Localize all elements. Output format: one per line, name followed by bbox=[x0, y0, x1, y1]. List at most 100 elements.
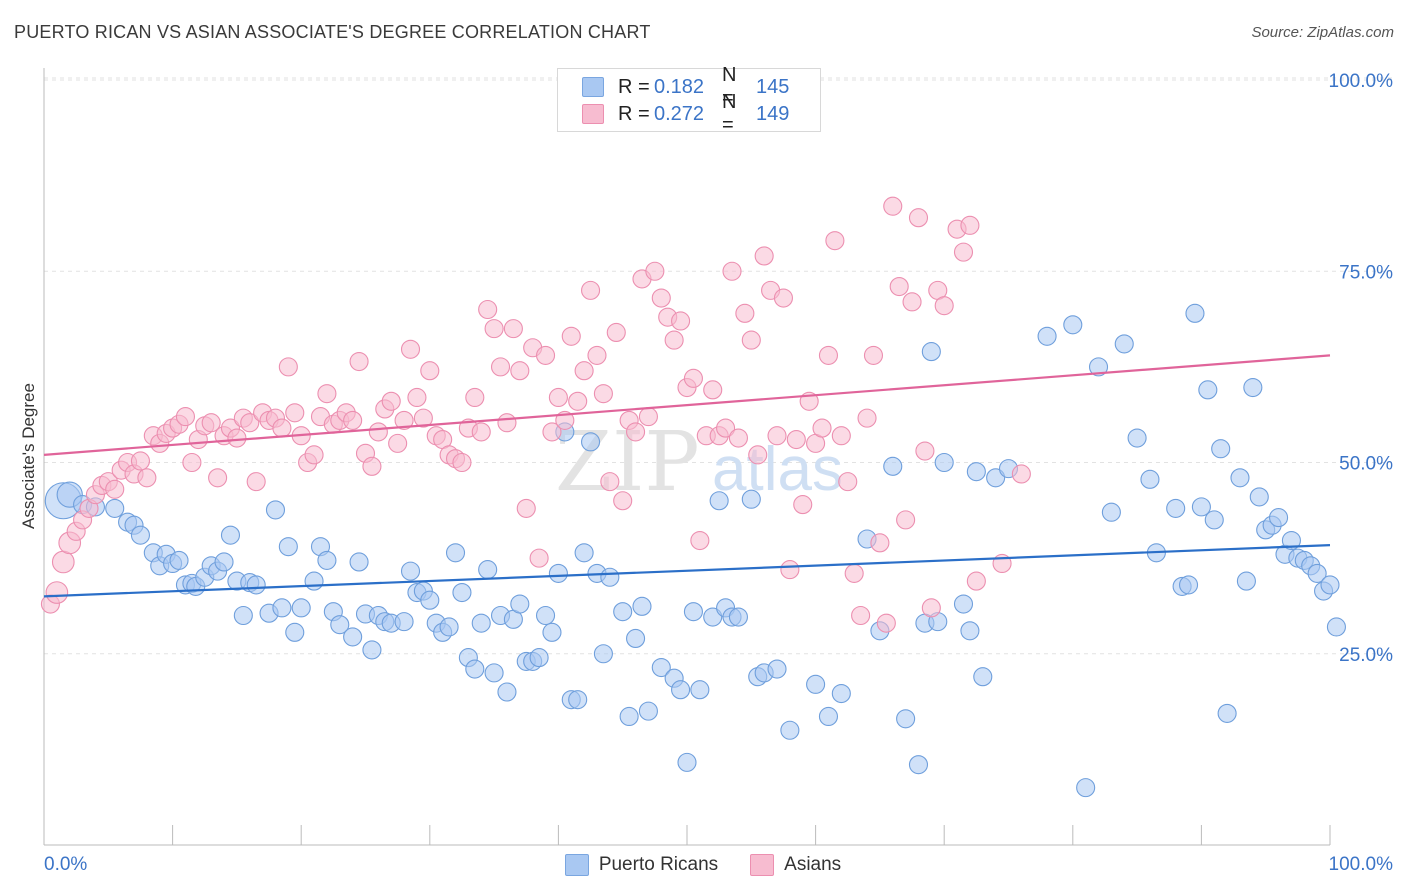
puerto-rican-point bbox=[349, 552, 369, 572]
asian-point bbox=[208, 468, 228, 488]
puerto-rican-point bbox=[780, 720, 800, 740]
puerto-rican-point bbox=[452, 582, 472, 603]
puerto-rican-point bbox=[986, 468, 1006, 488]
asian-point bbox=[626, 422, 646, 442]
puerto-rican-point bbox=[233, 605, 253, 626]
asian-point bbox=[574, 361, 594, 381]
puerto-rican-point bbox=[703, 607, 723, 627]
series-legend: Puerto Ricans Asians bbox=[0, 851, 1406, 879]
puerto-rican-point bbox=[1236, 571, 1256, 591]
axis-labels: 100.0% 75.0% 50.0% 25.0% 0.0% 100.0% Associate… bbox=[19, 71, 1393, 875]
source-label: Source: ZipAtlas.com bbox=[1251, 24, 1394, 41]
asian-point bbox=[934, 296, 954, 316]
asian-point bbox=[773, 288, 794, 308]
puerto-rican-point bbox=[767, 659, 787, 679]
puerto-rican-point bbox=[484, 663, 504, 683]
puerto-rican-point bbox=[921, 342, 941, 362]
asian-point bbox=[542, 422, 562, 442]
asian-trend-line bbox=[43, 354, 1331, 456]
asian-point bbox=[510, 361, 530, 381]
puerto-rican-point bbox=[1211, 439, 1231, 459]
asian-point bbox=[304, 445, 324, 465]
asian-point bbox=[201, 413, 221, 433]
puerto-rican-point bbox=[908, 755, 929, 775]
puerto-rican-point bbox=[600, 567, 620, 587]
puerto-rican-point bbox=[214, 552, 234, 572]
legend-n-value: 149 bbox=[756, 102, 790, 125]
asian-point bbox=[613, 491, 633, 511]
puerto-rican-point bbox=[1185, 303, 1205, 323]
y-axis-title: Associate's Degree bbox=[19, 383, 38, 529]
asian-point bbox=[561, 326, 581, 346]
asian-point bbox=[812, 418, 832, 438]
asian-point bbox=[703, 380, 723, 400]
puerto-rican-point bbox=[343, 627, 363, 647]
puerto-rican-point bbox=[285, 622, 305, 642]
puerto-rican-point bbox=[677, 752, 697, 772]
asian-point bbox=[722, 261, 742, 281]
puerto-rican-point bbox=[1101, 502, 1121, 522]
puerto-rican-point bbox=[973, 667, 993, 687]
asian-point bbox=[857, 408, 877, 428]
puerto-rican-point bbox=[638, 701, 658, 721]
puerto-rican-point bbox=[272, 598, 292, 618]
legend-label-asians: Asians bbox=[784, 854, 842, 875]
asian-point bbox=[902, 292, 922, 312]
puerto-rican-point bbox=[542, 622, 562, 642]
puerto-rican-point bbox=[626, 628, 646, 649]
asian-point bbox=[400, 339, 421, 359]
axes bbox=[43, 68, 1331, 846]
legend-item-puerto-ricans[interactable]: Puerto Ricans bbox=[564, 854, 718, 876]
asian-point bbox=[317, 384, 337, 404]
asian-point bbox=[735, 303, 755, 323]
trend-lines bbox=[43, 354, 1331, 598]
chart-title: PUERTO RICAN VS ASIAN ASSOCIATE'S DEGREE… bbox=[14, 22, 651, 42]
asian-point bbox=[748, 445, 768, 465]
puerto-rican-point bbox=[1326, 617, 1346, 637]
asian-point bbox=[915, 441, 935, 461]
asian-point bbox=[908, 208, 929, 228]
puerto-rican-point bbox=[304, 571, 324, 591]
legend-item-asians[interactable]: Asians bbox=[750, 854, 841, 876]
puerto-rican-point bbox=[1166, 498, 1186, 518]
puerto-rican-point bbox=[896, 709, 916, 729]
puerto-rican-point bbox=[439, 617, 459, 637]
asian-point bbox=[368, 422, 388, 442]
asian-point bbox=[381, 391, 401, 411]
puerto-rican-point bbox=[741, 489, 761, 509]
asian-point bbox=[600, 472, 620, 492]
puerto-rican-point bbox=[934, 452, 954, 473]
puerto-rican-point bbox=[246, 575, 266, 595]
asian-point bbox=[471, 422, 491, 442]
asian-point bbox=[394, 410, 414, 430]
puerto-rican-point bbox=[510, 594, 530, 614]
asian-point bbox=[966, 571, 986, 591]
puerto-rican-point bbox=[1127, 428, 1147, 448]
asian-point bbox=[587, 345, 607, 365]
asian-point bbox=[388, 433, 408, 453]
asian-point bbox=[825, 231, 845, 251]
legend-n-label: N = bbox=[722, 91, 737, 136]
asian-point bbox=[593, 384, 613, 404]
asian-point bbox=[645, 261, 665, 281]
puerto-rican-point bbox=[1140, 469, 1160, 489]
puerto-rican-point bbox=[1076, 778, 1096, 798]
puerto-rican-point bbox=[478, 560, 498, 580]
legend-swatch-asians bbox=[582, 104, 604, 124]
asian-point bbox=[548, 387, 568, 408]
asian-point bbox=[780, 560, 800, 580]
asian-point bbox=[651, 288, 671, 308]
asian-point bbox=[921, 598, 941, 618]
puerto-rican-point bbox=[709, 491, 729, 511]
x-tick-label: 0.0% bbox=[44, 854, 87, 875]
asian-point bbox=[568, 391, 588, 411]
puerto-rican-point bbox=[580, 432, 601, 452]
asian-point bbox=[349, 351, 369, 372]
asian-point bbox=[278, 357, 298, 377]
puerto-rican-point bbox=[1114, 334, 1134, 354]
correlation-legend: R = 0.182 N = 145 R = 0.272 N = 149 bbox=[557, 64, 821, 136]
y-tick-label: 25.0% bbox=[1339, 645, 1393, 666]
y-tick-label: 75.0% bbox=[1339, 262, 1393, 283]
asian-point bbox=[786, 429, 806, 450]
legend-r-value: 0.272 bbox=[654, 102, 705, 125]
